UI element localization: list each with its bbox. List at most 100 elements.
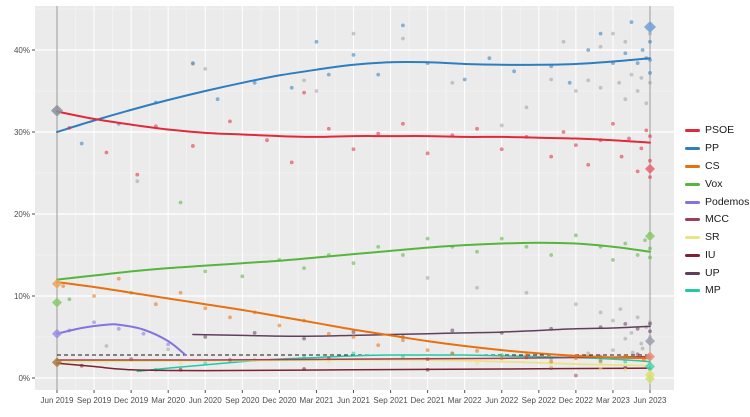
poll-dot-CS — [203, 306, 208, 311]
poll-dot-CS — [376, 343, 381, 348]
legend-item-SR: SR — [685, 232, 747, 243]
x-tick-label: Jun 2022 — [485, 396, 518, 405]
poll-dot-PSOE — [302, 90, 306, 95]
poll-dot-PSOE — [648, 175, 652, 180]
poll-dot-PSOE — [228, 119, 232, 124]
poll-dot-CS — [277, 323, 282, 328]
legend-item-IU: IU — [685, 249, 747, 261]
poll-dot-PSOE — [586, 162, 591, 167]
poll-dot-PP — [648, 39, 652, 44]
poll-dot-SR — [475, 361, 479, 366]
poll-dot-PP — [487, 56, 492, 61]
poll-dot-gray — [135, 179, 140, 184]
poll-dot-PSOE — [104, 150, 109, 155]
trend-line-MCC — [56, 355, 651, 361]
poll-dot-PP — [79, 141, 84, 146]
poll-dot-Vox — [67, 297, 72, 302]
trend-line-SR — [56, 358, 651, 367]
poll-dot-UP — [635, 326, 640, 331]
poll-dot-gray — [302, 78, 306, 83]
x-tick-label: Sep 2021 — [373, 396, 408, 405]
poll-dot-PSOE — [475, 126, 479, 131]
series-CS — [56, 276, 652, 364]
poll-dot-PP — [289, 85, 294, 90]
poll-dot-UP — [252, 331, 257, 335]
poll-dot-PP — [314, 39, 319, 44]
legend-swatch-PSOE — [685, 129, 700, 133]
x-tick-label: Dec 2020 — [262, 396, 297, 405]
poll-dot-Vox — [611, 258, 615, 262]
series-UP — [192, 321, 652, 341]
poll-dot-Podemos — [166, 342, 171, 347]
poll-dot-gray — [598, 85, 603, 90]
legend-label: MCC — [705, 213, 729, 226]
poll-dot-PSOE — [425, 151, 430, 156]
poll-dot-PSOE — [289, 160, 294, 165]
poll-dot-Vox — [499, 236, 504, 241]
trend-line-Podemos — [56, 323, 187, 357]
election-diamond — [51, 104, 63, 117]
poll-dot-PP — [640, 48, 645, 52]
legend-swatch-CS — [685, 164, 700, 168]
poll-dot-PP — [401, 23, 405, 28]
poll-dot-PP — [623, 51, 628, 56]
poll-dot-Vox — [351, 261, 356, 266]
poll-dot-gray — [475, 285, 479, 290]
y-tick-label: 40% — [14, 46, 30, 55]
election-diamond — [52, 278, 62, 289]
x-tick-label: Sep 2022 — [522, 396, 557, 405]
poll-dot-gray — [401, 36, 405, 41]
poll-dot-PP — [462, 77, 467, 82]
legend-swatch-Vox — [685, 182, 700, 186]
poll-dot-gray — [561, 39, 566, 44]
y-tick-label: 10% — [14, 292, 30, 301]
poll-dot-MP — [351, 351, 356, 356]
legend-label: MP — [705, 284, 721, 297]
poll-dot-gray — [611, 31, 615, 36]
poll-dot-gray — [450, 80, 455, 85]
legend-swatch-UP — [685, 271, 700, 275]
poll-dot-gray — [629, 331, 634, 335]
poll-dot-MCC — [635, 352, 640, 357]
legend-swatch-MP — [685, 289, 700, 293]
poll-dot-PSOE — [627, 136, 631, 141]
plot-panel — [35, 6, 674, 390]
election-diamond — [645, 373, 655, 384]
legend-label: PP — [705, 142, 720, 155]
x-axis: Jun 2019 Sep 2019 Dec 2019 Mar 2020 Jun 2020… — [41, 390, 667, 405]
poll-dot-gray — [623, 336, 628, 341]
poll-dot-CS — [153, 302, 158, 307]
poll-dot-PP — [215, 97, 220, 102]
poll-dot-PSOE — [67, 126, 72, 130]
poll-dot-gray — [617, 80, 622, 85]
poll-dot-CS — [351, 335, 356, 339]
x-tick-label: Dec 2021 — [411, 396, 446, 405]
legend-item-PSOE: PSOE — [685, 125, 747, 136]
legend-item-Vox: Vox — [685, 177, 747, 190]
series-PSOE — [56, 90, 652, 180]
x-tick-label: Sep 2020 — [225, 396, 260, 405]
poll-dot-PSOE — [611, 121, 615, 126]
poll-dot-PSOE — [351, 147, 356, 152]
poll-dot-UP — [623, 321, 628, 326]
x-tick-label: Jun 2023 — [634, 396, 667, 405]
poll-dot-gray — [623, 39, 628, 44]
poll-dot-gray — [524, 290, 529, 295]
election-diamond — [645, 163, 655, 174]
legend-swatch-IU — [685, 253, 700, 257]
legend-label: Vox — [705, 177, 723, 190]
poll-dot-PP — [190, 61, 195, 66]
election-diamond — [52, 297, 62, 308]
x-tick-label: Sep 2019 — [77, 396, 112, 405]
poll-dot-gray — [648, 31, 652, 36]
y-tick-label: 30% — [14, 128, 30, 137]
poll-dot-Podemos — [92, 320, 96, 325]
poll-dot-PSOE — [326, 126, 331, 131]
poll-dot-Vox — [643, 238, 647, 243]
poll-dot-Vox — [302, 266, 306, 271]
poll-dot-gray — [611, 348, 615, 353]
poll-dot-gray — [618, 307, 623, 312]
legend-item-UP: UP — [685, 267, 747, 279]
legend-item-MP: MP — [685, 285, 747, 296]
